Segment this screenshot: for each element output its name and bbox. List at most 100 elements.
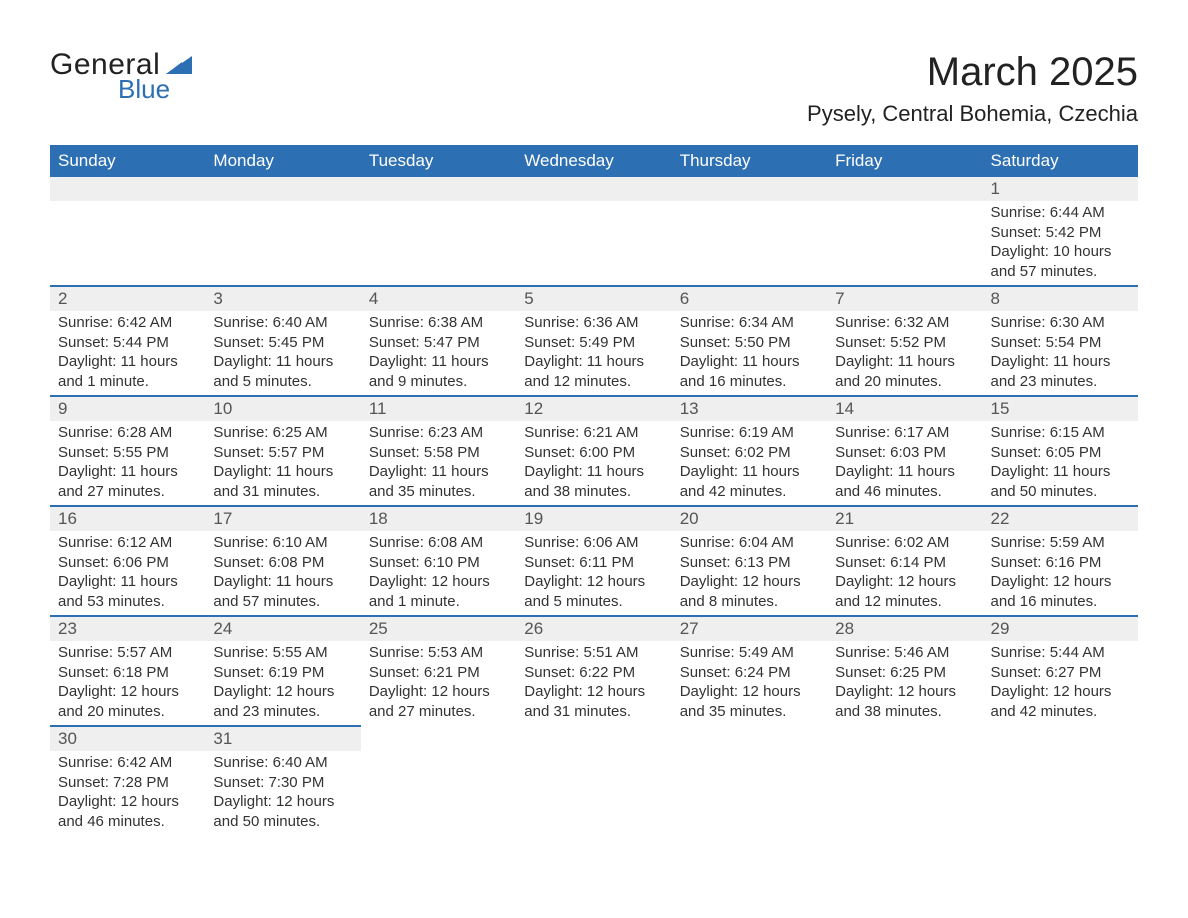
calendar-day-cell: 3Sunrise: 6:40 AMSunset: 5:45 PMDaylight…: [205, 286, 360, 396]
day-body: Sunrise: 6:34 AMSunset: 5:50 PMDaylight:…: [672, 311, 827, 395]
day-number: 4: [361, 287, 516, 311]
weekday-header: Sunday: [50, 145, 205, 177]
calendar-week-row: 16Sunrise: 6:12 AMSunset: 6:06 PMDayligh…: [50, 506, 1138, 616]
sunset-text: Sunset: 6:25 PM: [835, 663, 974, 683]
calendar-day-cell: 13Sunrise: 6:19 AMSunset: 6:02 PMDayligh…: [672, 396, 827, 506]
daylight-text: Daylight: 12 hours and 38 minutes.: [835, 682, 974, 721]
sunrise-text: Sunrise: 6:02 AM: [835, 533, 974, 553]
day-number: [361, 177, 516, 201]
day-body: Sunrise: 6:42 AMSunset: 5:44 PMDaylight:…: [50, 311, 205, 395]
day-body: Sunrise: 5:57 AMSunset: 6:18 PMDaylight:…: [50, 641, 205, 725]
sunset-text: Sunset: 6:00 PM: [524, 443, 663, 463]
sunset-text: Sunset: 5:42 PM: [991, 223, 1130, 243]
day-number: [205, 177, 360, 201]
calendar-day-cell: 19Sunrise: 6:06 AMSunset: 6:11 PMDayligh…: [516, 506, 671, 616]
sunrise-text: Sunrise: 5:46 AM: [835, 643, 974, 663]
sunrise-text: Sunrise: 6:08 AM: [369, 533, 508, 553]
daylight-text: Daylight: 12 hours and 5 minutes.: [524, 572, 663, 611]
sunrise-text: Sunrise: 6:21 AM: [524, 423, 663, 443]
sunset-text: Sunset: 6:11 PM: [524, 553, 663, 573]
day-number: 11: [361, 397, 516, 421]
calendar-day-cell: 24Sunrise: 5:55 AMSunset: 6:19 PMDayligh…: [205, 616, 360, 726]
calendar-day-cell: 11Sunrise: 6:23 AMSunset: 5:58 PMDayligh…: [361, 396, 516, 506]
calendar-day-cell: 6Sunrise: 6:34 AMSunset: 5:50 PMDaylight…: [672, 286, 827, 396]
day-body: Sunrise: 6:38 AMSunset: 5:47 PMDaylight:…: [361, 311, 516, 395]
day-body: Sunrise: 6:19 AMSunset: 6:02 PMDaylight:…: [672, 421, 827, 505]
calendar-day-cell: 26Sunrise: 5:51 AMSunset: 6:22 PMDayligh…: [516, 616, 671, 726]
logo: General Blue: [50, 50, 194, 102]
daylight-text: Daylight: 11 hours and 42 minutes.: [680, 462, 819, 501]
day-number: 16: [50, 507, 205, 531]
daylight-text: Daylight: 11 hours and 16 minutes.: [680, 352, 819, 391]
weekday-header: Monday: [205, 145, 360, 177]
day-body: [827, 750, 982, 820]
sunset-text: Sunset: 5:47 PM: [369, 333, 508, 353]
daylight-text: Daylight: 12 hours and 20 minutes.: [58, 682, 197, 721]
calendar-day-cell: 15Sunrise: 6:15 AMSunset: 6:05 PMDayligh…: [983, 396, 1138, 506]
sunset-text: Sunset: 6:22 PM: [524, 663, 663, 683]
daylight-text: Daylight: 12 hours and 12 minutes.: [835, 572, 974, 611]
calendar-day-cell: 4Sunrise: 6:38 AMSunset: 5:47 PMDaylight…: [361, 286, 516, 396]
day-number: 31: [205, 727, 360, 751]
day-number: 1: [983, 177, 1138, 201]
day-number: 17: [205, 507, 360, 531]
calendar-week-row: 9Sunrise: 6:28 AMSunset: 5:55 PMDaylight…: [50, 396, 1138, 506]
day-number: 27: [672, 617, 827, 641]
sunrise-text: Sunrise: 6:34 AM: [680, 313, 819, 333]
daylight-text: Daylight: 11 hours and 50 minutes.: [991, 462, 1130, 501]
day-number: 24: [205, 617, 360, 641]
title-block: March 2025 Pysely, Central Bohemia, Czec…: [807, 50, 1138, 137]
sunrise-text: Sunrise: 6:25 AM: [213, 423, 352, 443]
day-body: [361, 750, 516, 820]
sunset-text: Sunset: 5:57 PM: [213, 443, 352, 463]
logo-word2: Blue: [118, 76, 194, 102]
sunrise-text: Sunrise: 6:42 AM: [58, 313, 197, 333]
day-body: Sunrise: 6:44 AMSunset: 5:42 PMDaylight:…: [983, 201, 1138, 285]
sunset-text: Sunset: 6:21 PM: [369, 663, 508, 683]
daylight-text: Daylight: 10 hours and 57 minutes.: [991, 242, 1130, 281]
day-number: [672, 177, 827, 201]
day-number: 8: [983, 287, 1138, 311]
day-number: 29: [983, 617, 1138, 641]
day-body: Sunrise: 6:15 AMSunset: 6:05 PMDaylight:…: [983, 421, 1138, 505]
daylight-text: Daylight: 12 hours and 23 minutes.: [213, 682, 352, 721]
sunrise-text: Sunrise: 6:42 AM: [58, 753, 197, 773]
day-body: [672, 750, 827, 820]
sunrise-text: Sunrise: 5:57 AM: [58, 643, 197, 663]
sunset-text: Sunset: 7:28 PM: [58, 773, 197, 793]
calendar-week-row: 1Sunrise: 6:44 AMSunset: 5:42 PMDaylight…: [50, 177, 1138, 286]
sunset-text: Sunset: 6:18 PM: [58, 663, 197, 683]
sunrise-text: Sunrise: 5:55 AM: [213, 643, 352, 663]
calendar-day-cell: 22Sunrise: 5:59 AMSunset: 6:16 PMDayligh…: [983, 506, 1138, 616]
sunrise-text: Sunrise: 6:23 AM: [369, 423, 508, 443]
weekday-header: Wednesday: [516, 145, 671, 177]
day-body: Sunrise: 6:23 AMSunset: 5:58 PMDaylight:…: [361, 421, 516, 505]
sunset-text: Sunset: 5:58 PM: [369, 443, 508, 463]
day-number: 26: [516, 617, 671, 641]
calendar-day-cell: 9Sunrise: 6:28 AMSunset: 5:55 PMDaylight…: [50, 396, 205, 506]
calendar-day-cell: [50, 177, 205, 286]
sunrise-text: Sunrise: 6:40 AM: [213, 753, 352, 773]
sunrise-text: Sunrise: 5:49 AM: [680, 643, 819, 663]
sunrise-text: Sunrise: 6:15 AM: [991, 423, 1130, 443]
daylight-text: Daylight: 12 hours and 31 minutes.: [524, 682, 663, 721]
day-body: Sunrise: 6:06 AMSunset: 6:11 PMDaylight:…: [516, 531, 671, 615]
calendar-week-row: 30Sunrise: 6:42 AMSunset: 7:28 PMDayligh…: [50, 726, 1138, 835]
calendar-day-cell: 23Sunrise: 5:57 AMSunset: 6:18 PMDayligh…: [50, 616, 205, 726]
day-number: [983, 726, 1138, 750]
daylight-text: Daylight: 12 hours and 35 minutes.: [680, 682, 819, 721]
day-body: Sunrise: 6:36 AMSunset: 5:49 PMDaylight:…: [516, 311, 671, 395]
sunset-text: Sunset: 6:10 PM: [369, 553, 508, 573]
calendar-day-cell: 5Sunrise: 6:36 AMSunset: 5:49 PMDaylight…: [516, 286, 671, 396]
calendar-day-cell: [983, 726, 1138, 835]
calendar-day-cell: 31Sunrise: 6:40 AMSunset: 7:30 PMDayligh…: [205, 726, 360, 835]
calendar-day-cell: [361, 177, 516, 286]
sunrise-text: Sunrise: 6:19 AM: [680, 423, 819, 443]
day-number: 15: [983, 397, 1138, 421]
day-number: 9: [50, 397, 205, 421]
day-body: [361, 201, 516, 271]
month-title: March 2025: [807, 50, 1138, 95]
calendar-day-cell: 18Sunrise: 6:08 AMSunset: 6:10 PMDayligh…: [361, 506, 516, 616]
daylight-text: Daylight: 11 hours and 35 minutes.: [369, 462, 508, 501]
sunrise-text: Sunrise: 5:51 AM: [524, 643, 663, 663]
